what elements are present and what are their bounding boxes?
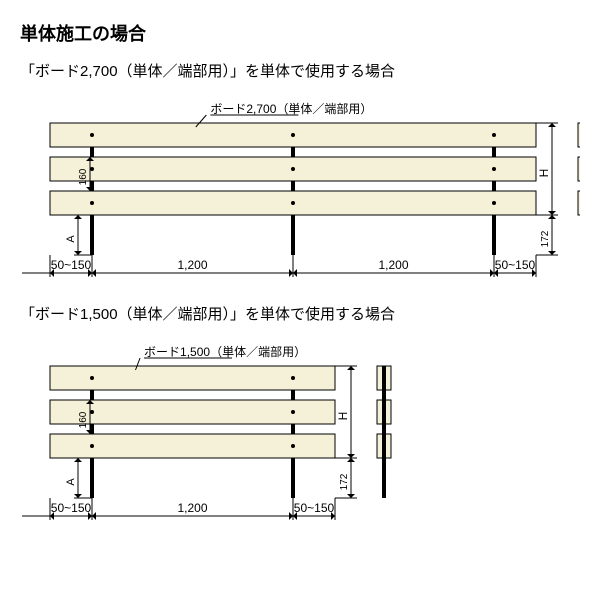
svg-text:50~150: 50~150: [294, 501, 335, 515]
figure-1-diagram: ボード2,700（単体／端部用） H 172 160 A 50~150 1,200 1,200…: [20, 89, 580, 289]
figure-1: 「ボード2,700（単体／端部用）」を単体で使用する場合 ボード2,700（単体…: [20, 60, 580, 289]
svg-text:H: H: [537, 169, 551, 178]
svg-text:1,200: 1,200: [177, 258, 207, 272]
figure-2-diagram: ボード1,500（単体／端部用） H 172 160 A 50~150 1,200 50~15…: [20, 332, 580, 532]
figure-2-caption: 「ボード1,500（単体／端部用）」を単体で使用する場合: [20, 303, 580, 324]
svg-text:172: 172: [339, 473, 350, 490]
svg-text:H: H: [336, 412, 350, 421]
svg-text:A: A: [65, 235, 77, 243]
svg-text:1,200: 1,200: [177, 501, 207, 515]
svg-text:50~150: 50~150: [51, 258, 92, 272]
svg-text:ボード1,500（単体／端部用）: ボード1,500（単体／端部用）: [144, 344, 306, 359]
svg-text:50~150: 50~150: [51, 501, 92, 515]
svg-text:1,200: 1,200: [378, 258, 408, 272]
svg-text:160: 160: [78, 411, 89, 428]
page-title: 単体施工の場合: [20, 20, 580, 46]
svg-text:A: A: [65, 478, 77, 486]
figure-2: 「ボード1,500（単体／端部用）」を単体で使用する場合 ボード1,500（単体…: [20, 303, 580, 532]
svg-text:ボード2,700（単体／端部用）: ボード2,700（単体／端部用）: [210, 101, 372, 116]
svg-text:172: 172: [540, 230, 551, 247]
svg-text:50~150: 50~150: [495, 258, 536, 272]
svg-text:160: 160: [78, 168, 89, 185]
figure-1-caption: 「ボード2,700（単体／端部用）」を単体で使用する場合: [20, 60, 580, 81]
